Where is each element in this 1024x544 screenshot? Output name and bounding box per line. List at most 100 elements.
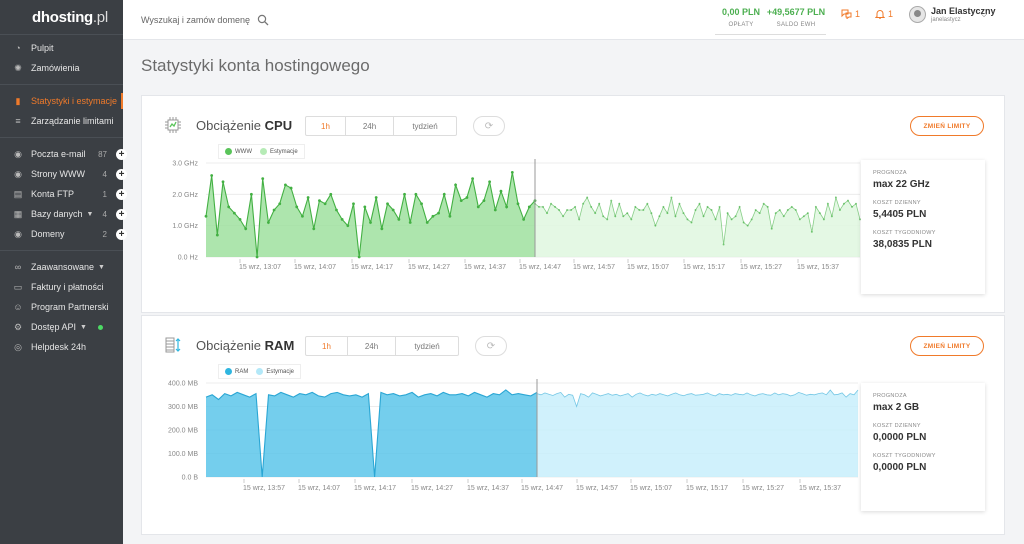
sidebar-item-konta-ftp[interactable]: ▤ Konta FTP 1 + (0, 184, 127, 204)
notifications-button[interactable]: 1 (875, 9, 893, 19)
lifebuoy-icon: ◎ (14, 341, 22, 352)
data-point (634, 205, 637, 208)
data-point (578, 218, 581, 221)
search-icon[interactable] (257, 14, 269, 26)
search-box[interactable]: Wyszukaj i zamów domenę (141, 9, 269, 31)
data-point (471, 177, 475, 181)
ewh-balance[interactable]: +49,5677 PLN SALDO EWH (766, 7, 826, 35)
data-point (714, 218, 717, 221)
cpu-range-tabs: 1h 24h tydzień (305, 116, 457, 136)
sidebar-item-zaawansowane[interactable]: ∞ Zaawansowane ▼ (0, 257, 123, 277)
data-point (602, 215, 605, 218)
sidebar-item-zarzadzanie-limitami[interactable]: ≡ Zarządzanie limitami (0, 111, 123, 131)
sidebar-item-label: Faktury i płatności (31, 282, 104, 292)
legend-swatch (225, 368, 232, 375)
data-point (380, 227, 384, 231)
tab-week[interactable]: tydzień (414, 341, 440, 351)
data-point (842, 202, 845, 205)
x-tick-label: 15 wrz, 15:27 (742, 485, 784, 492)
x-tick-label: 15 wrz, 14:47 (519, 264, 561, 271)
data-point (838, 209, 841, 211)
add-icon[interactable]: + (116, 188, 127, 200)
series-area-ram (206, 390, 537, 477)
refresh-button[interactable]: ⟳ (473, 116, 505, 136)
legend-item-estimates[interactable]: Estymacje (260, 148, 298, 155)
sidebar-item-strony-www[interactable]: ◉ Strony WWW 4 + (0, 164, 127, 184)
data-point (606, 218, 609, 221)
search-input[interactable]: Wyszukaj i zamów domenę (141, 15, 250, 25)
user-menu[interactable]: Jan Elastyczny janelastycz (909, 6, 996, 23)
data-point (403, 192, 406, 196)
data-point (826, 202, 829, 205)
add-icon[interactable]: + (116, 208, 127, 220)
sidebar-item-pulpit[interactable]: ◔ Pulpit (0, 38, 123, 58)
x-tick-label: 15 wrz, 13:57 (243, 485, 285, 492)
cpu-legend: WWW Estymacje (218, 144, 305, 159)
sidebar-item-zamowienia[interactable]: ✺ Zamówienia (0, 58, 123, 78)
list-icon: ≡ (15, 116, 21, 126)
chevron-down-icon[interactable]: ▼ (98, 263, 105, 271)
legend-item-ram[interactable]: RAM (225, 368, 248, 375)
sidebar-item-statystyki-i-estymacje[interactable]: ▮ Statystyki i estymacje (0, 91, 123, 111)
globe-icon: ◉ (14, 228, 22, 239)
add-icon[interactable]: + (116, 148, 127, 160)
add-icon[interactable]: + (116, 228, 127, 240)
data-point (610, 199, 613, 202)
y-tick-label: 400.0 MB (168, 381, 198, 388)
sidebar-item-label: Statystyki i estymacje (31, 96, 118, 106)
data-point (658, 215, 661, 218)
legend-label: RAM (235, 368, 249, 375)
sidebar-item-label: Zarządzanie limitami (31, 116, 114, 126)
divider (0, 84, 123, 85)
change-limits-button[interactable]: ZMIEŃ LIMITY (910, 116, 984, 136)
data-point (582, 202, 585, 205)
chat-icon (841, 9, 852, 19)
chevron-down-icon[interactable]: ▼ (80, 323, 87, 331)
change-limits-button[interactable]: ZMIEŃ LIMITY (910, 336, 984, 356)
data-point (340, 218, 344, 221)
sidebar-item-bazy-danych[interactable]: ▦ Bazy danych ▼ 4 + (0, 204, 127, 224)
sidebar-item-label: Dostęp API (31, 322, 77, 332)
logo[interactable]: dhosting .pl (0, 0, 123, 34)
sun-icon: ✺ (14, 62, 22, 73)
tab-24h[interactable]: 24h (348, 337, 396, 355)
bar-chart-icon: ▮ (15, 95, 21, 106)
sidebar-item-faktury-i-platnosci[interactable]: ▭ Faktury i płatności (0, 277, 123, 297)
sidebar-item-program-partnerski[interactable]: ☺ Program Partnerski (0, 297, 123, 317)
sidebar-item-count: 4 (102, 209, 107, 219)
data-point (431, 214, 435, 218)
sidebar-item-helpdesk-24h[interactable]: ◎ Helpdesk 24h (0, 337, 123, 357)
tab-1h[interactable]: 1h (306, 117, 346, 135)
tab-1h[interactable]: 1h (306, 337, 348, 355)
avatar (909, 6, 926, 23)
x-tick-label: 15 wrz, 14:17 (351, 264, 393, 271)
sidebar-item-domeny[interactable]: ◉ Domeny 2 + (0, 224, 127, 244)
sidebar-item-count: 1 (102, 189, 107, 199)
x-tick-label: 15 wrz, 15:37 (799, 485, 841, 492)
chevron-down-icon[interactable]: ⌵ (981, 10, 988, 19)
legend-item-estimates[interactable]: Estymacje (256, 368, 294, 375)
x-tick-label: 15 wrz, 15:17 (683, 264, 725, 271)
sidebar-item-poczta-e-mail[interactable]: ◉ Poczta e-mail 87 + (0, 144, 127, 164)
x-tick-label: 15 wrz, 14:57 (573, 264, 615, 271)
tab-week[interactable]: tydzień (412, 121, 438, 131)
data-point (522, 218, 526, 221)
chevron-down-icon[interactable]: ▼ (86, 210, 94, 218)
messages-button[interactable]: 1 (841, 9, 860, 19)
data-point (546, 212, 549, 215)
refresh-button[interactable]: ⟳ (475, 336, 507, 356)
legend-item-www[interactable]: WWW (225, 148, 252, 155)
nav-group-stats: ▮ Statystyki i estymacje ≡ Zarządzanie limi… (0, 88, 123, 134)
sidebar-item-dostep-api[interactable]: ⚙ Dostęp API ▼ (0, 317, 123, 337)
sidebar-item-label: Zaawansowane (31, 262, 95, 272)
data-point (654, 224, 657, 227)
x-tick-label: 15 wrz, 14:07 (298, 485, 340, 492)
nav-group-services: ◉ Poczta e-mail 87 + ◉ Strony WWW 4 + ▤ Konta FTP… (0, 141, 127, 247)
data-point (391, 208, 395, 212)
data-point (318, 199, 321, 202)
cpu-card-title: Obciążenie CPU (196, 118, 292, 133)
sidebar-item-label: Domeny (31, 229, 65, 239)
add-icon[interactable]: + (116, 168, 127, 180)
fees-balance[interactable]: 0,00 PLN OPŁATY (715, 7, 767, 35)
tab-24h[interactable]: 24h (346, 117, 394, 135)
